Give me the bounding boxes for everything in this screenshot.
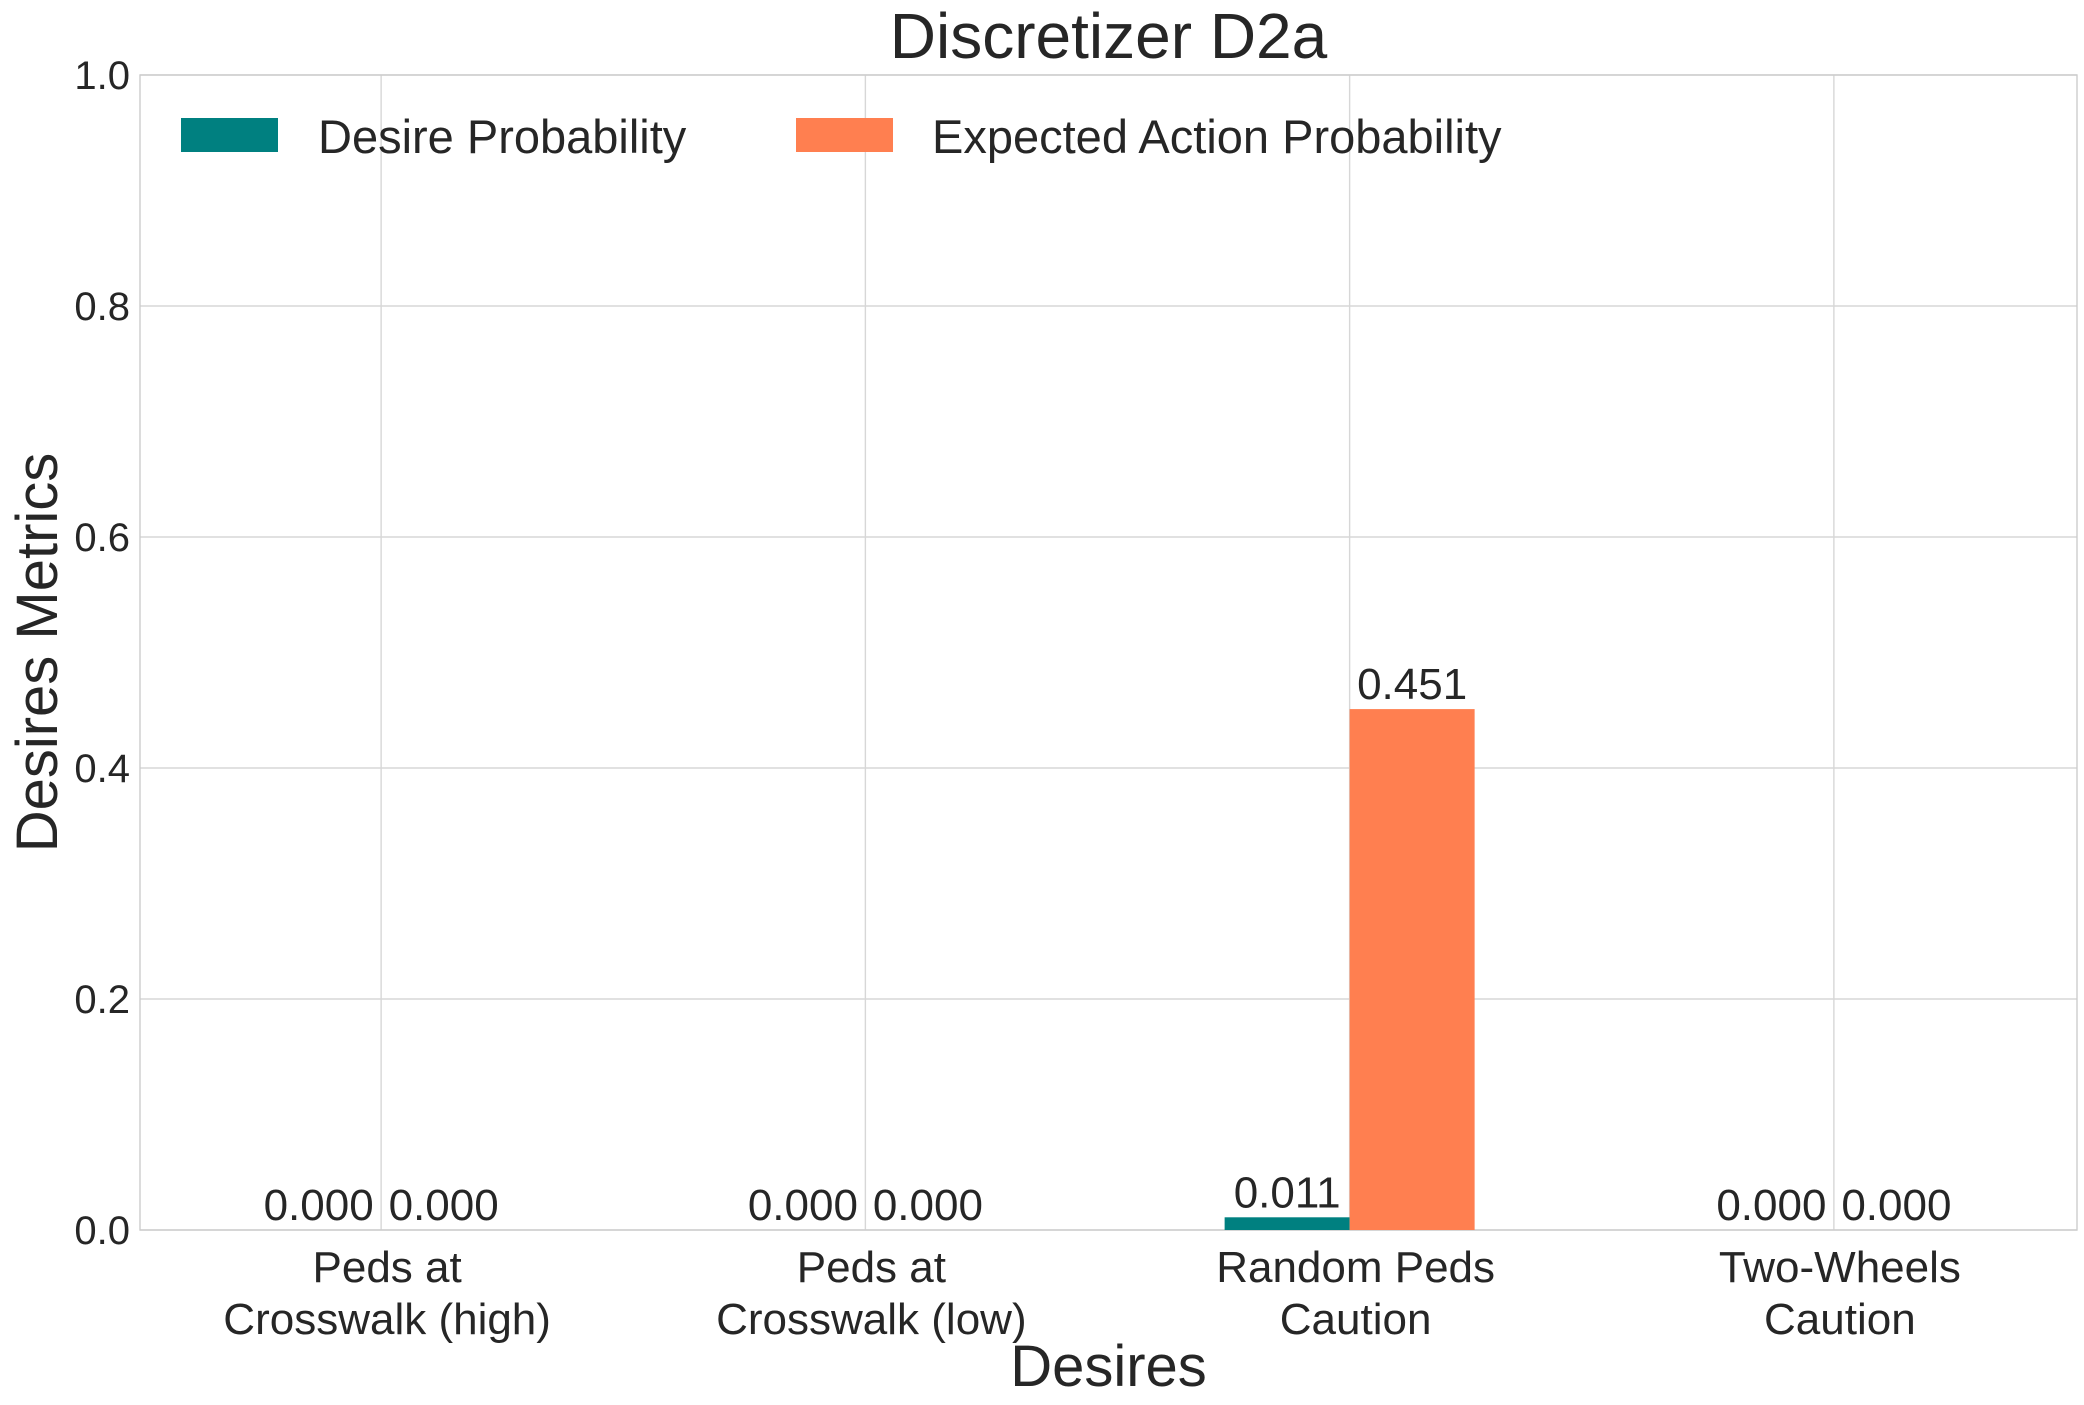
x-category-label: Peds at — [313, 1243, 462, 1292]
x-axis-label: Desires — [1010, 1334, 1207, 1399]
x-category-label: Peds at — [797, 1243, 946, 1292]
x-category-label: Caution — [1764, 1295, 1916, 1344]
x-category-label: Caution — [1280, 1295, 1432, 1344]
legend-swatch-expected-action-probability — [796, 118, 893, 152]
bar-value-label: 0.000 — [264, 1181, 374, 1230]
y-tick-label: 0.4 — [74, 747, 130, 791]
bar-value-label: 0.000 — [1716, 1181, 1826, 1230]
y-tick-label: 1.0 — [74, 54, 130, 98]
y-tick-label: 0.6 — [74, 516, 130, 560]
y-tick-label: 0.8 — [74, 285, 130, 329]
x-category-label: Crosswalk (high) — [223, 1295, 551, 1344]
x-category-label: Random Peds — [1216, 1243, 1495, 1292]
bar-value-label: 0.000 — [389, 1181, 499, 1230]
bar-value-label: 0.451 — [1357, 660, 1467, 709]
x-category-label: Two-Wheels — [1719, 1243, 1961, 1292]
legend-swatch-desire-probability — [181, 118, 278, 152]
bar-expected-action-probability — [1349, 709, 1475, 1230]
bar-value-label: 0.011 — [1234, 1168, 1341, 1217]
bar-value-labels: 0.000 0.000 0.000 0.000 0.011 0.451 0.000 0.000 — [264, 660, 1952, 1230]
y-tick-label: 0.2 — [74, 978, 130, 1022]
bar-value-label: 0.000 — [748, 1181, 858, 1230]
legend-label-expected-action-probability: Expected Action Probability — [932, 110, 1502, 163]
y-axis-label: Desires Metrics — [5, 453, 70, 853]
plot-frame — [139, 74, 2078, 1231]
y-tick-label: 0.0 — [74, 1209, 130, 1253]
y-tick-labels: 0.0 0.2 0.4 0.6 0.8 1.0 — [74, 54, 130, 1253]
bars — [1224, 709, 1475, 1230]
legend: Desire Probability Expected Action Proba… — [181, 110, 1502, 163]
bar-desire-probability — [1224, 1217, 1350, 1230]
bar-value-label: 0.000 — [1841, 1181, 1951, 1230]
bar-value-label: 0.000 — [873, 1181, 983, 1230]
legend-label-desire-probability: Desire Probability — [318, 110, 687, 163]
chart-title: Discretizer D2a — [890, 0, 1328, 72]
x-category-label: Crosswalk (low) — [716, 1295, 1026, 1344]
